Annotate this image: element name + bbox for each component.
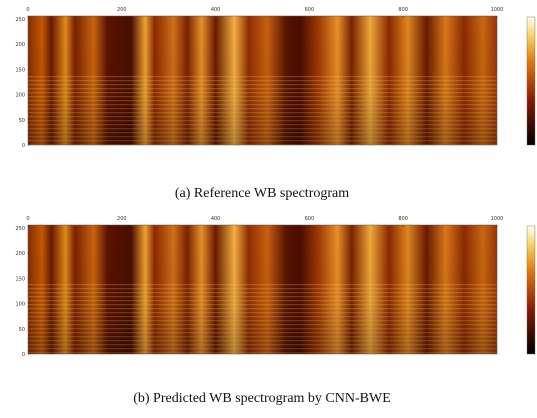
y-tick-label: 50: [19, 327, 25, 333]
y-tick-label: 150: [15, 276, 25, 282]
x-tick-label: 1000: [491, 216, 504, 222]
x-tick-label: 400: [211, 216, 221, 222]
x-tick-label: 200: [117, 7, 127, 13]
y-tick-label: 250: [15, 226, 25, 232]
colorbar: [527, 17, 535, 145]
shade: [28, 16, 497, 145]
colorbar: [527, 226, 535, 354]
y-tick-label: 200: [15, 251, 25, 257]
page: {"chart_data": [ {"type": "heatmap", "ca…: [0, 0, 537, 418]
x-tick-label: 800: [398, 216, 408, 222]
caption: (a) Reference WB spectrogram: [175, 186, 349, 201]
x-tick-label: 0: [26, 7, 29, 13]
y-tick-label: 100: [15, 302, 25, 308]
y-tick-label: 0: [22, 143, 25, 149]
y-tick-label: 250: [15, 17, 25, 23]
shade: [28, 225, 497, 354]
x-tick-label: 400: [211, 7, 221, 13]
y-tick-label: 100: [15, 93, 25, 99]
figure: 02004006008001000050100150200250(a) Refe…: [0, 0, 537, 418]
x-tick-label: 200: [117, 216, 127, 222]
x-tick-label: 0: [26, 216, 29, 222]
y-tick-label: 200: [15, 42, 25, 48]
y-tick-label: 150: [15, 67, 25, 73]
caption: (b) Predicted WB spectrogram by CNN-BWE: [133, 391, 391, 406]
x-tick-label: 600: [305, 7, 315, 13]
x-tick-label: 800: [398, 7, 408, 13]
y-tick-label: 50: [19, 118, 25, 124]
x-tick-label: 600: [305, 216, 315, 222]
x-tick-label: 1000: [491, 7, 504, 13]
y-tick-label: 0: [22, 352, 25, 358]
